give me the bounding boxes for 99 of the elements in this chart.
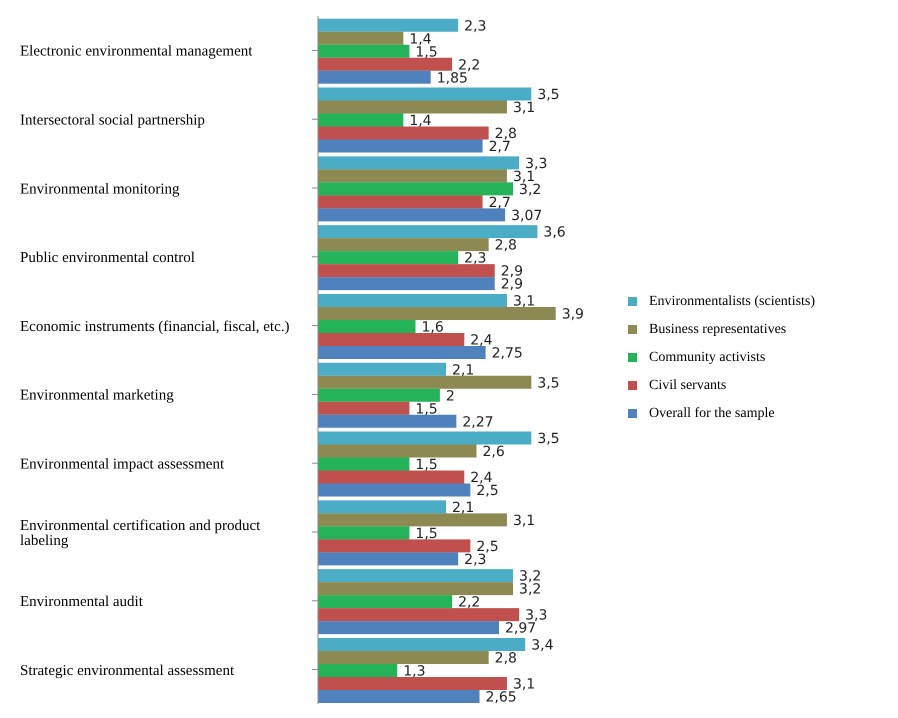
data-label: 2,8 <box>494 238 517 254</box>
data-label: 1,3 <box>403 663 426 680</box>
data-label: 1,5 <box>415 401 438 418</box>
data-label: 1,5 <box>415 526 438 542</box>
data-label: 2,1 <box>452 500 474 516</box>
bar <box>318 264 495 278</box>
legend-label: Civil servants <box>649 378 726 393</box>
y-tick-label: Environmental audit <box>20 594 144 610</box>
bar <box>318 320 416 333</box>
bar <box>318 294 507 307</box>
bar <box>318 238 489 252</box>
bar <box>318 32 404 45</box>
bar <box>318 306 556 320</box>
bar <box>318 513 507 526</box>
data-label: 2,1 <box>452 362 474 378</box>
data-label: 2,27 <box>462 414 494 430</box>
bar <box>318 470 464 484</box>
data-label: 3,1 <box>512 293 536 310</box>
data-label: 3,9 <box>562 306 584 322</box>
bar <box>318 458 410 471</box>
y-tick-label: Economic instruments (financial, fiscal, etc.) <box>20 318 290 335</box>
legend-label: Environmentalists (scientists) <box>649 294 816 309</box>
data-label: 2 <box>446 388 455 404</box>
bar <box>318 539 470 552</box>
y-tick-label: Public environmental control <box>20 250 195 266</box>
bar <box>318 650 489 664</box>
legend-label: Community activists <box>649 350 766 365</box>
bar <box>318 114 404 127</box>
bar <box>318 18 458 32</box>
bar <box>318 595 452 608</box>
data-label: 2,5 <box>476 483 499 500</box>
bar <box>318 346 486 359</box>
data-label: 3,4 <box>531 637 554 654</box>
bar <box>318 362 446 376</box>
legend-label: Business representatives <box>649 322 786 337</box>
y-tick-label: Intersectoral social partnership <box>20 112 205 129</box>
data-label: 2,7 <box>488 139 511 156</box>
data-label: 3,2 <box>519 582 542 598</box>
data-label: 2,97 <box>505 620 536 637</box>
data-label: 3,1 <box>512 512 536 529</box>
bar <box>318 402 410 415</box>
data-label: 2,4 <box>470 332 493 348</box>
bar <box>318 621 500 634</box>
data-label: 2,75 <box>492 345 523 362</box>
bar <box>318 608 520 622</box>
bar <box>318 225 538 238</box>
legend-label: Overall for the sample <box>649 406 775 421</box>
bar <box>318 376 532 389</box>
bar <box>318 277 495 290</box>
bar <box>318 638 526 651</box>
y-tick-label: Strategic environmental assessment <box>20 662 235 679</box>
data-label: 2,3 <box>464 250 486 267</box>
bar <box>318 676 507 690</box>
data-label: 3,5 <box>537 87 560 104</box>
data-label: 1,5 <box>415 457 438 474</box>
data-label: 3,6 <box>543 224 566 241</box>
bar <box>318 569 514 582</box>
data-label: 3,5 <box>537 431 560 448</box>
bar <box>318 432 532 445</box>
bar <box>318 414 456 428</box>
bar <box>318 156 520 170</box>
data-label: 2,9 <box>500 276 524 293</box>
data-label: 2,8 <box>494 650 517 666</box>
bar <box>318 526 410 540</box>
bar <box>318 690 480 703</box>
bar <box>318 251 458 264</box>
bar <box>318 70 431 84</box>
bar <box>318 664 398 677</box>
data-label: 1,6 <box>422 319 444 336</box>
bar <box>318 182 514 196</box>
y-tick-label: Electronic environmental management <box>20 44 254 60</box>
bar <box>318 140 483 153</box>
data-label: 2,6 <box>482 444 505 460</box>
data-label: 2,3 <box>464 18 486 34</box>
data-label: 3,1 <box>512 100 536 116</box>
bar <box>318 208 506 222</box>
bar <box>318 552 458 566</box>
y-tick-label: Environmental monitoring <box>20 181 180 198</box>
bar <box>318 88 532 101</box>
data-label: 2,7 <box>488 194 511 211</box>
bar <box>318 388 440 402</box>
bar <box>318 500 446 514</box>
data-label: 2,2 <box>458 594 480 611</box>
y-tick-label: Environmental certification and product labeling <box>20 518 262 549</box>
data-label: 3,5 <box>537 375 560 392</box>
bar <box>318 332 464 346</box>
bar <box>318 126 489 140</box>
bar <box>318 44 410 58</box>
data-label: 3,07 <box>511 208 542 224</box>
bar <box>318 195 483 208</box>
y-tick-label: Environmental marketing <box>20 388 174 404</box>
bar <box>318 582 514 596</box>
y-tick-label: Environmental impact assessment <box>20 456 225 473</box>
bar <box>318 58 452 71</box>
bar <box>318 169 507 182</box>
bar <box>318 444 476 458</box>
data-label: 1,4 <box>409 113 432 130</box>
bar <box>318 100 507 114</box>
bar <box>318 484 470 497</box>
